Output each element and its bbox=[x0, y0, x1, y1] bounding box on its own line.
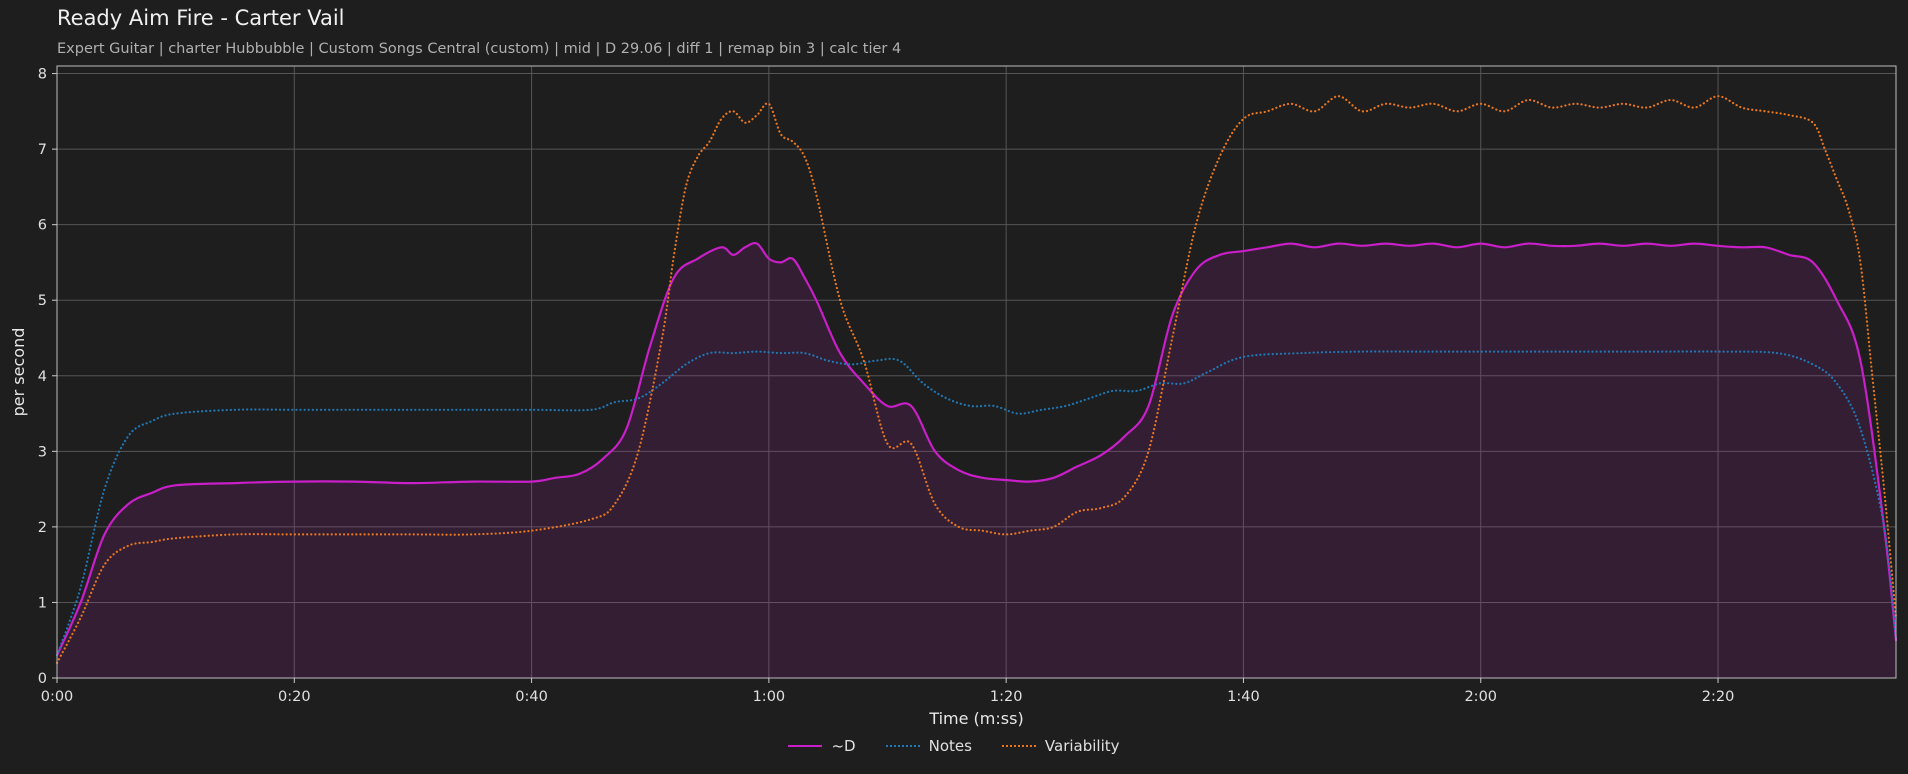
chart-legend: ~D Notes Variability bbox=[0, 737, 1908, 755]
y-tick-label: 6 bbox=[38, 218, 47, 234]
y-tick-label: 2 bbox=[38, 520, 47, 536]
series-variability-line bbox=[55, 95, 1898, 664]
x-tick-label: 0:00 bbox=[41, 689, 74, 705]
plot-area bbox=[57, 66, 1896, 678]
series-lines bbox=[55, 95, 1898, 664]
y-tick-label: 1 bbox=[38, 595, 47, 611]
legend-label: Variability bbox=[1044, 737, 1120, 755]
legend-item-d: ~D bbox=[788, 737, 856, 755]
y-tick-label: 5 bbox=[38, 293, 47, 309]
x-tick-label: 1:20 bbox=[990, 689, 1023, 705]
x-tick-label: 0:40 bbox=[515, 689, 548, 705]
chart-title: Ready Aim Fire - Carter Vail bbox=[57, 6, 345, 30]
axis-ticks: 0:00 0:20 0:40 1:00 1:20 1:40 2:00 2:20 0 1 2 3 4 5 6 7… bbox=[38, 67, 1735, 705]
series-d-line bbox=[55, 242, 1898, 657]
x-tick-label: 0:20 bbox=[278, 689, 311, 705]
x-tick-label: 1:40 bbox=[1227, 689, 1260, 705]
y-tick-label: 4 bbox=[38, 369, 47, 385]
y-tick-label: 8 bbox=[38, 67, 47, 83]
legend-item-notes: Notes bbox=[885, 737, 972, 755]
x-tick-label: 1:00 bbox=[753, 689, 786, 705]
legend-swatch bbox=[1001, 745, 1036, 747]
legend-label: Notes bbox=[928, 737, 972, 755]
y-tick-label: 3 bbox=[38, 444, 47, 460]
x-tick-label: 2:20 bbox=[1702, 689, 1735, 705]
x-tick-label: 2:00 bbox=[1464, 689, 1497, 705]
y-tick-label: 0 bbox=[38, 671, 47, 687]
legend-label: ~D bbox=[831, 737, 856, 755]
legend-item-variability: Variability bbox=[1001, 737, 1120, 755]
chart-grid bbox=[56, 66, 1896, 679]
legend-swatch bbox=[885, 745, 920, 747]
x-axis-label: Time (m:ss) bbox=[928, 709, 1023, 728]
series-notes-line bbox=[55, 350, 1898, 657]
plot-frame bbox=[56, 65, 1897, 679]
legend-swatch bbox=[788, 745, 823, 747]
y-tick-label: 7 bbox=[38, 142, 47, 158]
chart-subtitle: Expert Guitar | charter Hubbubble | Cust… bbox=[57, 41, 902, 57]
y-axis-label: per second bbox=[9, 328, 28, 417]
